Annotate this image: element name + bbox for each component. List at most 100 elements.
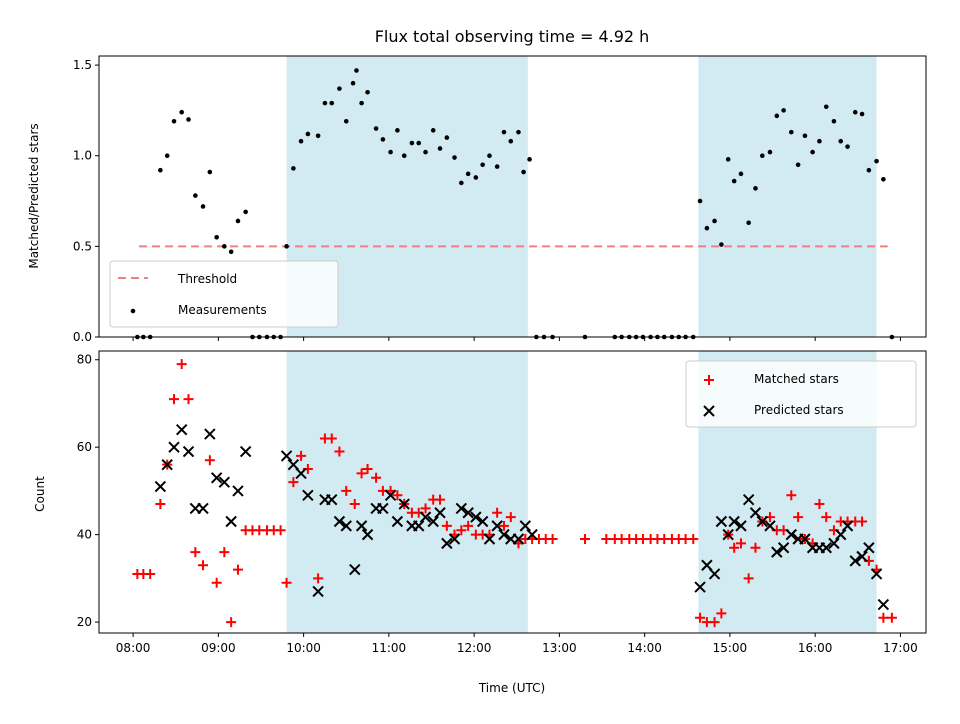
- data-point: [395, 128, 400, 133]
- data-point: [284, 244, 289, 249]
- data-point: [841, 520, 854, 532]
- data-point: [777, 542, 790, 554]
- data-point: [452, 155, 457, 160]
- data-point: [735, 520, 747, 532]
- data-point: [295, 467, 307, 480]
- data-point: [750, 542, 761, 553]
- data-point: [198, 560, 209, 571]
- data-point: [219, 547, 230, 558]
- data-point: [356, 468, 367, 479]
- data-point: [349, 499, 360, 510]
- data-point: [186, 117, 191, 122]
- data-point: [222, 244, 227, 249]
- data-point: [398, 498, 410, 510]
- data-point: [182, 445, 195, 458]
- data-point: [725, 157, 731, 162]
- data-point: [601, 534, 612, 544]
- data-point: [373, 126, 379, 131]
- data-point: [419, 511, 432, 523]
- data-point: [742, 493, 755, 506]
- x-tick-label: 13:00: [542, 641, 577, 655]
- data-point: [225, 515, 237, 528]
- data-point: [190, 547, 201, 558]
- data-point: [519, 520, 531, 532]
- x-tick-label: 14:00: [627, 641, 662, 655]
- data-point: [281, 577, 292, 588]
- data-point: [207, 169, 213, 175]
- series-matched-stars: [132, 359, 897, 628]
- data-point: [764, 520, 776, 532]
- data-point: [487, 153, 492, 159]
- data-point: [712, 218, 717, 224]
- data-point: [823, 104, 829, 110]
- data-point: [204, 428, 216, 440]
- chart-title: Flux total observing time = 4.92 h: [375, 27, 650, 46]
- data-point: [416, 140, 422, 146]
- data-point: [430, 128, 436, 133]
- legend-box: [685, 360, 917, 428]
- observing-window-band: [698, 56, 877, 337]
- data-point: [377, 502, 389, 515]
- data-point: [526, 528, 538, 541]
- axes-frame: [98, 55, 927, 338]
- data-point: [420, 503, 431, 514]
- data-point: [874, 158, 879, 164]
- data-point: [349, 563, 361, 576]
- x-tick-label: 15:00: [713, 641, 748, 655]
- data-point: [483, 533, 496, 545]
- data-point: [154, 480, 167, 493]
- legend-matched-stars-swatch: [704, 375, 714, 385]
- data-point: [785, 528, 798, 541]
- data-point: [505, 512, 516, 523]
- data-point: [722, 528, 734, 541]
- count-panel: 20 40 60 80 08:00 09:00 10:00 11:00 12:00 13:00 14…: [77, 350, 927, 655]
- data-point: [197, 502, 209, 515]
- data-point: [838, 138, 844, 144]
- y-tick-label: 0.5: [73, 239, 92, 253]
- data-point: [795, 162, 801, 168]
- data-point: [315, 133, 321, 139]
- data-point: [821, 512, 832, 523]
- series-predicted-stars: [154, 423, 890, 611]
- data-point: [164, 153, 170, 159]
- data-point: [863, 542, 875, 554]
- data-point: [401, 153, 407, 159]
- data-point: [362, 464, 373, 475]
- data-point: [175, 423, 188, 436]
- data-point: [856, 550, 868, 563]
- data-point: [753, 186, 758, 191]
- data-point: [305, 131, 311, 137]
- data-point: [298, 138, 304, 144]
- data-point: [527, 157, 532, 162]
- data-point: [340, 520, 352, 532]
- data-point: [155, 499, 166, 510]
- legend-label: Measurements: [178, 303, 267, 317]
- data-point: [516, 129, 521, 135]
- data-point: [302, 489, 314, 501]
- data-point: [498, 528, 510, 541]
- data-point: [781, 108, 786, 113]
- data-point: [835, 528, 847, 541]
- data-point: [176, 359, 187, 370]
- data-point: [512, 533, 525, 545]
- data-point: [392, 490, 403, 501]
- y-tick-label: 0.0: [73, 330, 92, 344]
- data-point: [359, 100, 364, 106]
- data-point: [715, 515, 728, 528]
- data-point: [476, 515, 489, 528]
- data-point: [211, 577, 222, 588]
- data-point: [179, 109, 184, 115]
- data-point: [158, 167, 163, 173]
- data-point: [786, 490, 797, 501]
- data-point: [441, 537, 453, 550]
- data-point: [579, 534, 590, 544]
- x-tick-label: 08:00: [116, 641, 151, 655]
- data-point: [881, 176, 886, 182]
- data-point: [193, 193, 198, 198]
- y-tick-label: 80: [77, 353, 92, 367]
- data-point: [434, 507, 446, 519]
- data-point: [391, 515, 404, 528]
- data-point: [814, 499, 825, 510]
- data-point: [239, 445, 252, 458]
